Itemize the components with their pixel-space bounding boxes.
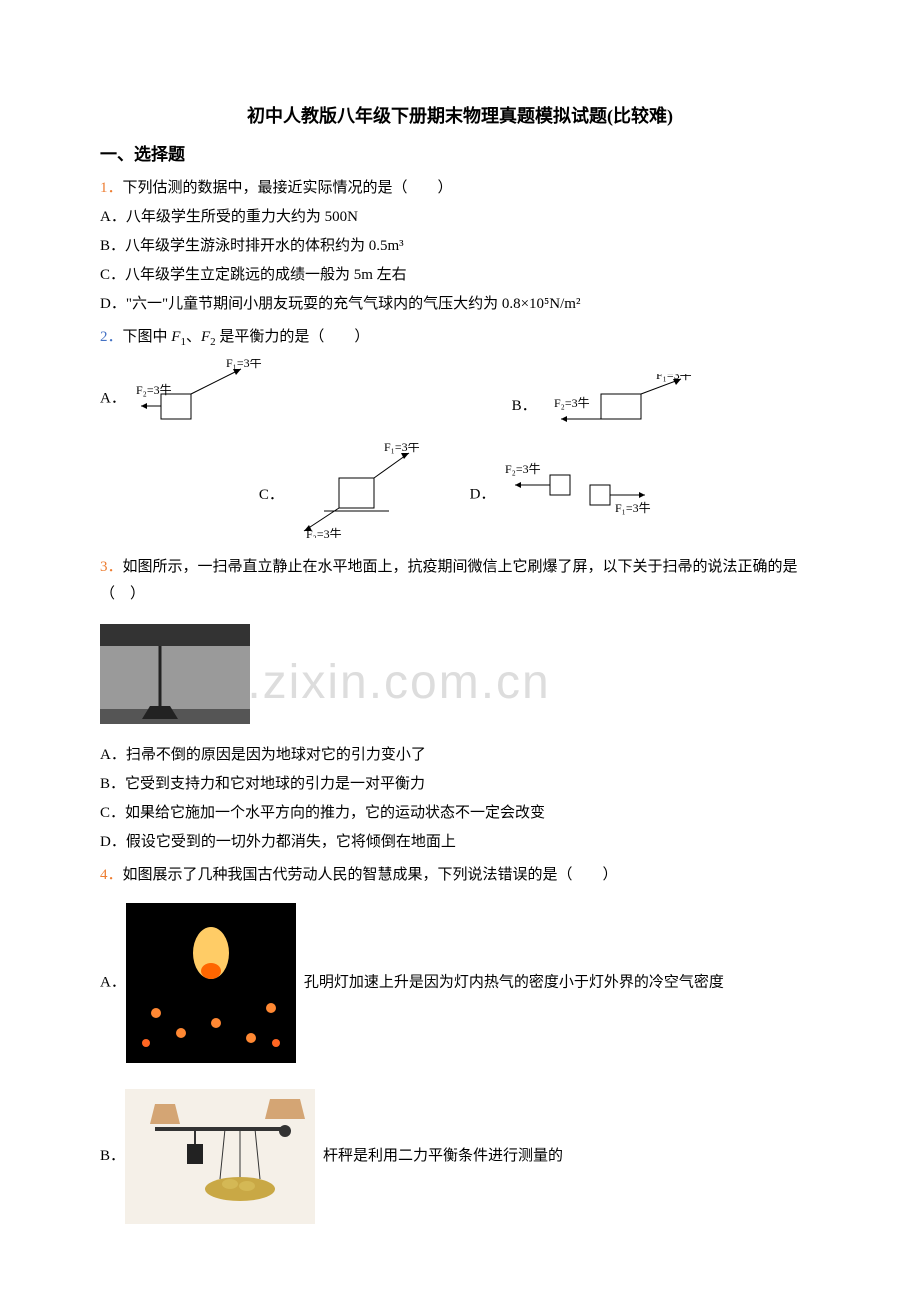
question-2: 2．下图中 F1、F2 是平衡力的是（ ） A． F₂=3牛 F₁=3牛 B． bbox=[100, 324, 820, 548]
section-header: 一、选择题 bbox=[100, 140, 820, 171]
q4-optB-text: 杆秤是利用二力平衡条件进行测量的 bbox=[323, 1148, 563, 1164]
q2-diagram-d: F₂=3牛 F₁=3牛 bbox=[505, 460, 655, 530]
q2-sep: 、 bbox=[186, 329, 201, 345]
question-3: 3．如图所示，一扫帚直立静止在水平地面上，抗疫期间微信上它刷爆了屏，以下关于扫帚… bbox=[100, 554, 820, 856]
q1-option-d: D．"六一"儿童节期间小朋友玩耍的充气气球内的气压大约为 0.8×10⁵N/m² bbox=[100, 291, 820, 318]
lantern-image bbox=[126, 903, 296, 1063]
q2-diagram-b: F₂=3牛 F₁=3牛 bbox=[546, 374, 696, 439]
force-label: F₂=3牛 bbox=[136, 382, 172, 397]
question-4: 4．如图展示了几种我国古代劳动人民的智慧成果，下列说法错误的是（ ） A． 孔明… bbox=[100, 862, 820, 1232]
q1-option-c: C．八年级学生立定跳远的成绩一般为 5m 左右 bbox=[100, 262, 820, 289]
q2-option-c: C． F₁=3牛 F₂=3牛 bbox=[259, 443, 430, 548]
q4-option-b: B． 杆秤是利用二力平衡条件进行测量的 bbox=[100, 1081, 820, 1232]
broom-image bbox=[100, 624, 250, 724]
q4-optA-label: A． bbox=[100, 974, 126, 990]
page-title: 初中人教版八年级下册期末物理真题模拟试题(比较难) bbox=[100, 100, 820, 132]
q2-text-pre: 下图中 bbox=[123, 329, 172, 345]
q3-number: 3． bbox=[100, 559, 123, 575]
q2-diagram-a: F₂=3牛 F₁=3牛 bbox=[136, 359, 266, 439]
q2-optC-label: C． bbox=[259, 487, 284, 503]
q1-option-b: B．八年级学生游泳时排开水的体积约为 0.5m³ bbox=[100, 233, 820, 260]
q3-option-b: B．它受到支持力和它对地球的引力是一对平衡力 bbox=[100, 771, 820, 798]
q2-option-a: A． F₂=3牛 F₁=3牛 bbox=[100, 359, 272, 439]
scale-image bbox=[125, 1089, 315, 1224]
q3-option-c: C．如果给它施加一个水平方向的推力，它的运动状态不一定会改变 bbox=[100, 800, 820, 827]
q1-option-a: A．八年级学生所受的重力大约为 500N bbox=[100, 204, 820, 231]
force-label: F₁=3牛 bbox=[226, 359, 262, 370]
q1-number: 1． bbox=[100, 180, 123, 196]
svg-text:F₁=3牛: F₁=3牛 bbox=[615, 500, 651, 515]
q4-number: 4． bbox=[100, 867, 123, 883]
q1-text: 下列估测的数据中，最接近实际情况的是（ ） bbox=[123, 180, 453, 196]
q2-optD-label: D． bbox=[470, 487, 496, 503]
q2-diagram-c: F₁=3牛 F₂=3牛 bbox=[294, 443, 424, 548]
q4-option-a: A． 孔明灯加速上升是因为灯内热气的密度小于灯外界的冷空气密度 bbox=[100, 895, 820, 1071]
svg-text:F₁=3牛: F₁=3牛 bbox=[656, 374, 692, 382]
q3-text: 如图所示，一扫帚直立静止在水平地面上，抗疫期间微信上它刷爆了屏，以下关于扫帚的说… bbox=[100, 559, 798, 602]
svg-text:F₁=3牛: F₁=3牛 bbox=[384, 443, 420, 454]
q2-optB-label: B． bbox=[512, 398, 537, 414]
svg-text:F₂=3牛: F₂=3牛 bbox=[554, 395, 590, 410]
q2-f2: F bbox=[201, 329, 210, 345]
svg-text:F₂=3牛: F₂=3牛 bbox=[505, 461, 541, 476]
q4-optB-label: B． bbox=[100, 1148, 125, 1164]
q2-number: 2． bbox=[100, 329, 123, 345]
q4-text: 如图展示了几种我国古代劳动人民的智慧成果，下列说法错误的是（ ） bbox=[123, 867, 618, 883]
q4-optA-text: 孔明灯加速上升是因为灯内热气的密度小于灯外界的冷空气密度 bbox=[304, 974, 724, 990]
q3-option-d: D．假设它受到的一切外力都消失，它将倾倒在地面上 bbox=[100, 829, 820, 856]
q2-text-post: 是平衡力的是（ ） bbox=[216, 329, 370, 345]
q2-option-b: B． F₂=3牛 F₁=3牛 bbox=[512, 374, 703, 439]
svg-text:F₂=3牛: F₂=3牛 bbox=[306, 526, 342, 538]
question-1: 1．下列估测的数据中，最接近实际情况的是（ ） A．八年级学生所受的重力大约为 … bbox=[100, 175, 820, 318]
q3-option-a: A．扫帚不倒的原因是因为地球对它的引力变小了 bbox=[100, 742, 820, 769]
q2-option-d: D． F₂=3牛 F₁=3牛 bbox=[470, 460, 662, 530]
q2-optA-label: A． bbox=[100, 390, 126, 406]
